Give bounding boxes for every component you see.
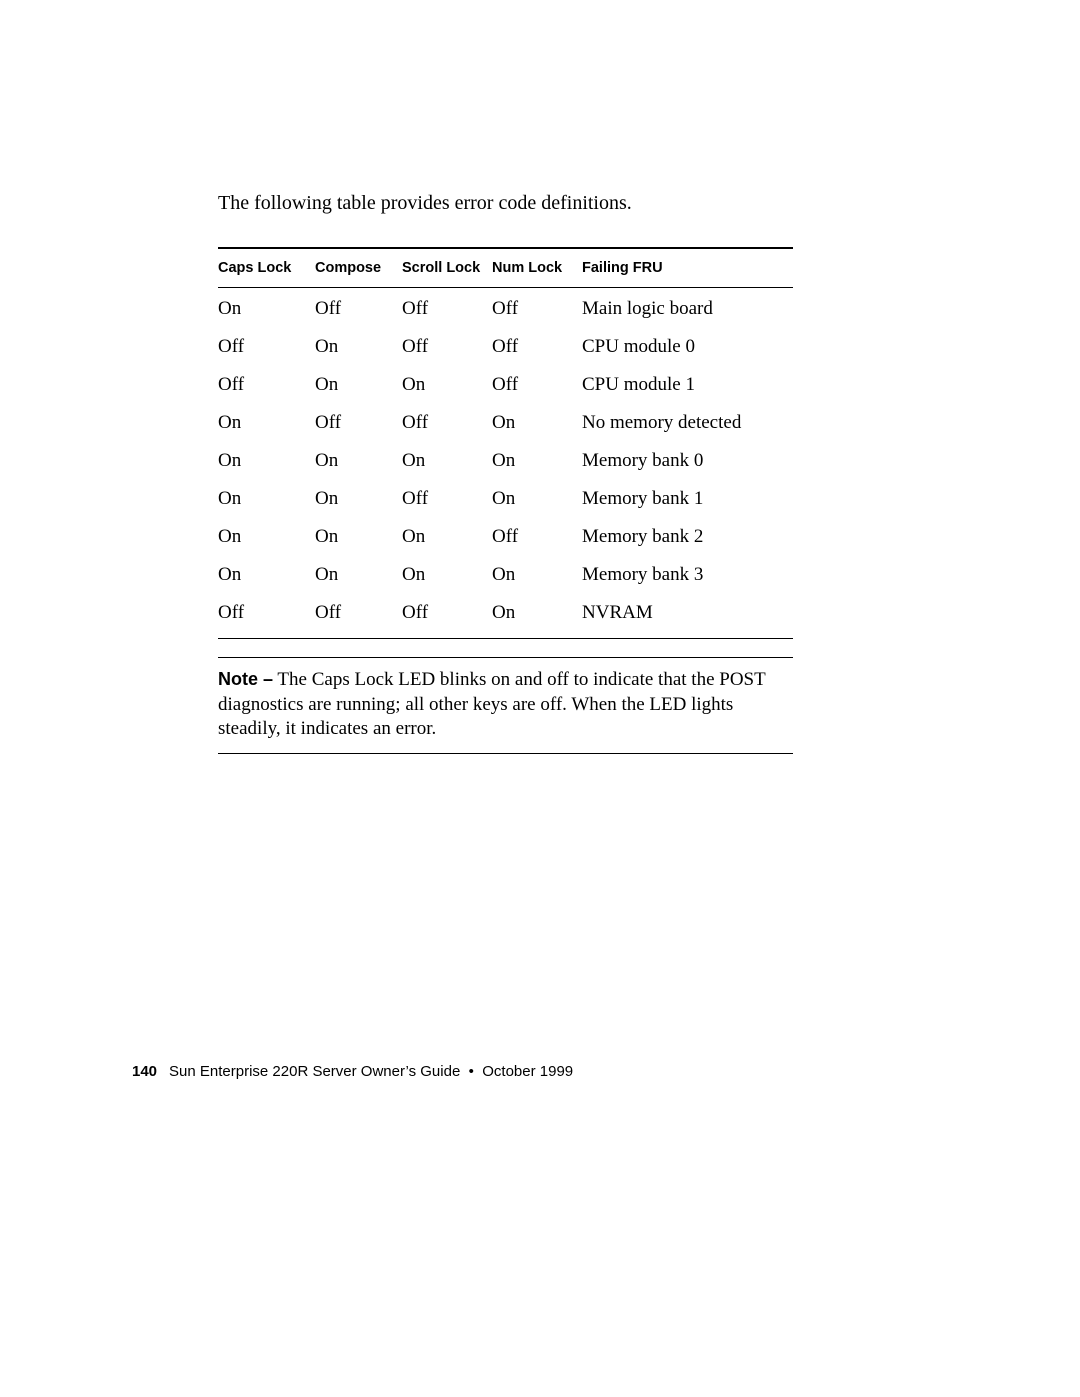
table-row: On On Off On Memory bank 1	[218, 480, 793, 518]
cell-fru: Main logic board	[582, 288, 793, 329]
cell-scroll: On	[402, 366, 492, 404]
cell-comp: On	[315, 328, 402, 366]
footer-book-title: Sun Enterprise 220R Server Owner’s Guide	[169, 1063, 460, 1080]
note-text: The Caps Lock LED blinks on and off to i…	[218, 669, 765, 739]
cell-caps: On	[218, 288, 315, 329]
cell-comp: Off	[315, 594, 402, 639]
cell-comp: On	[315, 366, 402, 404]
table-row: Off On Off Off CPU module 0	[218, 328, 793, 366]
cell-comp: On	[315, 556, 402, 594]
cell-scroll: Off	[402, 594, 492, 639]
cell-comp: Off	[315, 404, 402, 442]
cell-num: On	[492, 556, 582, 594]
cell-caps: On	[218, 480, 315, 518]
table-header-row: Caps Lock Compose Scroll Lock Num Lock F…	[218, 248, 793, 288]
cell-caps: On	[218, 442, 315, 480]
cell-fru: Memory bank 1	[582, 480, 793, 518]
cell-fru: CPU module 0	[582, 328, 793, 366]
cell-num: On	[492, 480, 582, 518]
page: The following table provides error code …	[0, 0, 1080, 1397]
error-code-table: Caps Lock Compose Scroll Lock Num Lock F…	[218, 247, 793, 639]
cell-comp: On	[315, 518, 402, 556]
cell-fru: No memory detected	[582, 404, 793, 442]
table-row: On Off Off Off Main logic board	[218, 288, 793, 329]
page-number: 140	[132, 1063, 157, 1080]
cell-caps: On	[218, 518, 315, 556]
cell-scroll: On	[402, 442, 492, 480]
page-footer: 140 Sun Enterprise 220R Server Owner’s Gu…	[132, 1063, 573, 1080]
cell-num: On	[492, 594, 582, 639]
cell-caps: On	[218, 556, 315, 594]
cell-num: Off	[492, 328, 582, 366]
cell-fru: Memory bank 2	[582, 518, 793, 556]
cell-num: On	[492, 404, 582, 442]
cell-num: Off	[492, 518, 582, 556]
cell-num: On	[492, 442, 582, 480]
cell-fru: Memory bank 3	[582, 556, 793, 594]
cell-scroll: Off	[402, 288, 492, 329]
cell-fru: Memory bank 0	[582, 442, 793, 480]
cell-comp: Off	[315, 288, 402, 329]
th-compose: Compose	[315, 248, 402, 288]
cell-scroll: Off	[402, 404, 492, 442]
cell-scroll: Off	[402, 480, 492, 518]
content-area: The following table provides error code …	[218, 190, 871, 754]
th-scroll-lock: Scroll Lock	[402, 248, 492, 288]
cell-num: Off	[492, 366, 582, 404]
note-block: Note – The Caps Lock LED blinks on and o…	[218, 657, 793, 754]
footer-separator: •	[469, 1063, 474, 1080]
cell-scroll: On	[402, 518, 492, 556]
cell-fru: CPU module 1	[582, 366, 793, 404]
table-row: Off On On Off CPU module 1	[218, 366, 793, 404]
table-row: On Off Off On No memory detected	[218, 404, 793, 442]
note-label: Note –	[218, 669, 273, 689]
cell-fru: NVRAM	[582, 594, 793, 639]
table-row: Off Off Off On NVRAM	[218, 594, 793, 639]
table-row: On On On Off Memory bank 2	[218, 518, 793, 556]
cell-caps: On	[218, 404, 315, 442]
th-failing-fru: Failing FRU	[582, 248, 793, 288]
intro-paragraph: The following table provides error code …	[218, 190, 871, 217]
cell-comp: On	[315, 442, 402, 480]
cell-scroll: On	[402, 556, 492, 594]
cell-comp: On	[315, 480, 402, 518]
cell-caps: Off	[218, 328, 315, 366]
cell-num: Off	[492, 288, 582, 329]
th-num-lock: Num Lock	[492, 248, 582, 288]
table-row: On On On On Memory bank 0	[218, 442, 793, 480]
cell-scroll: Off	[402, 328, 492, 366]
footer-date: October 1999	[482, 1063, 573, 1080]
table-row: On On On On Memory bank 3	[218, 556, 793, 594]
th-caps-lock: Caps Lock	[218, 248, 315, 288]
cell-caps: Off	[218, 366, 315, 404]
cell-caps: Off	[218, 594, 315, 639]
